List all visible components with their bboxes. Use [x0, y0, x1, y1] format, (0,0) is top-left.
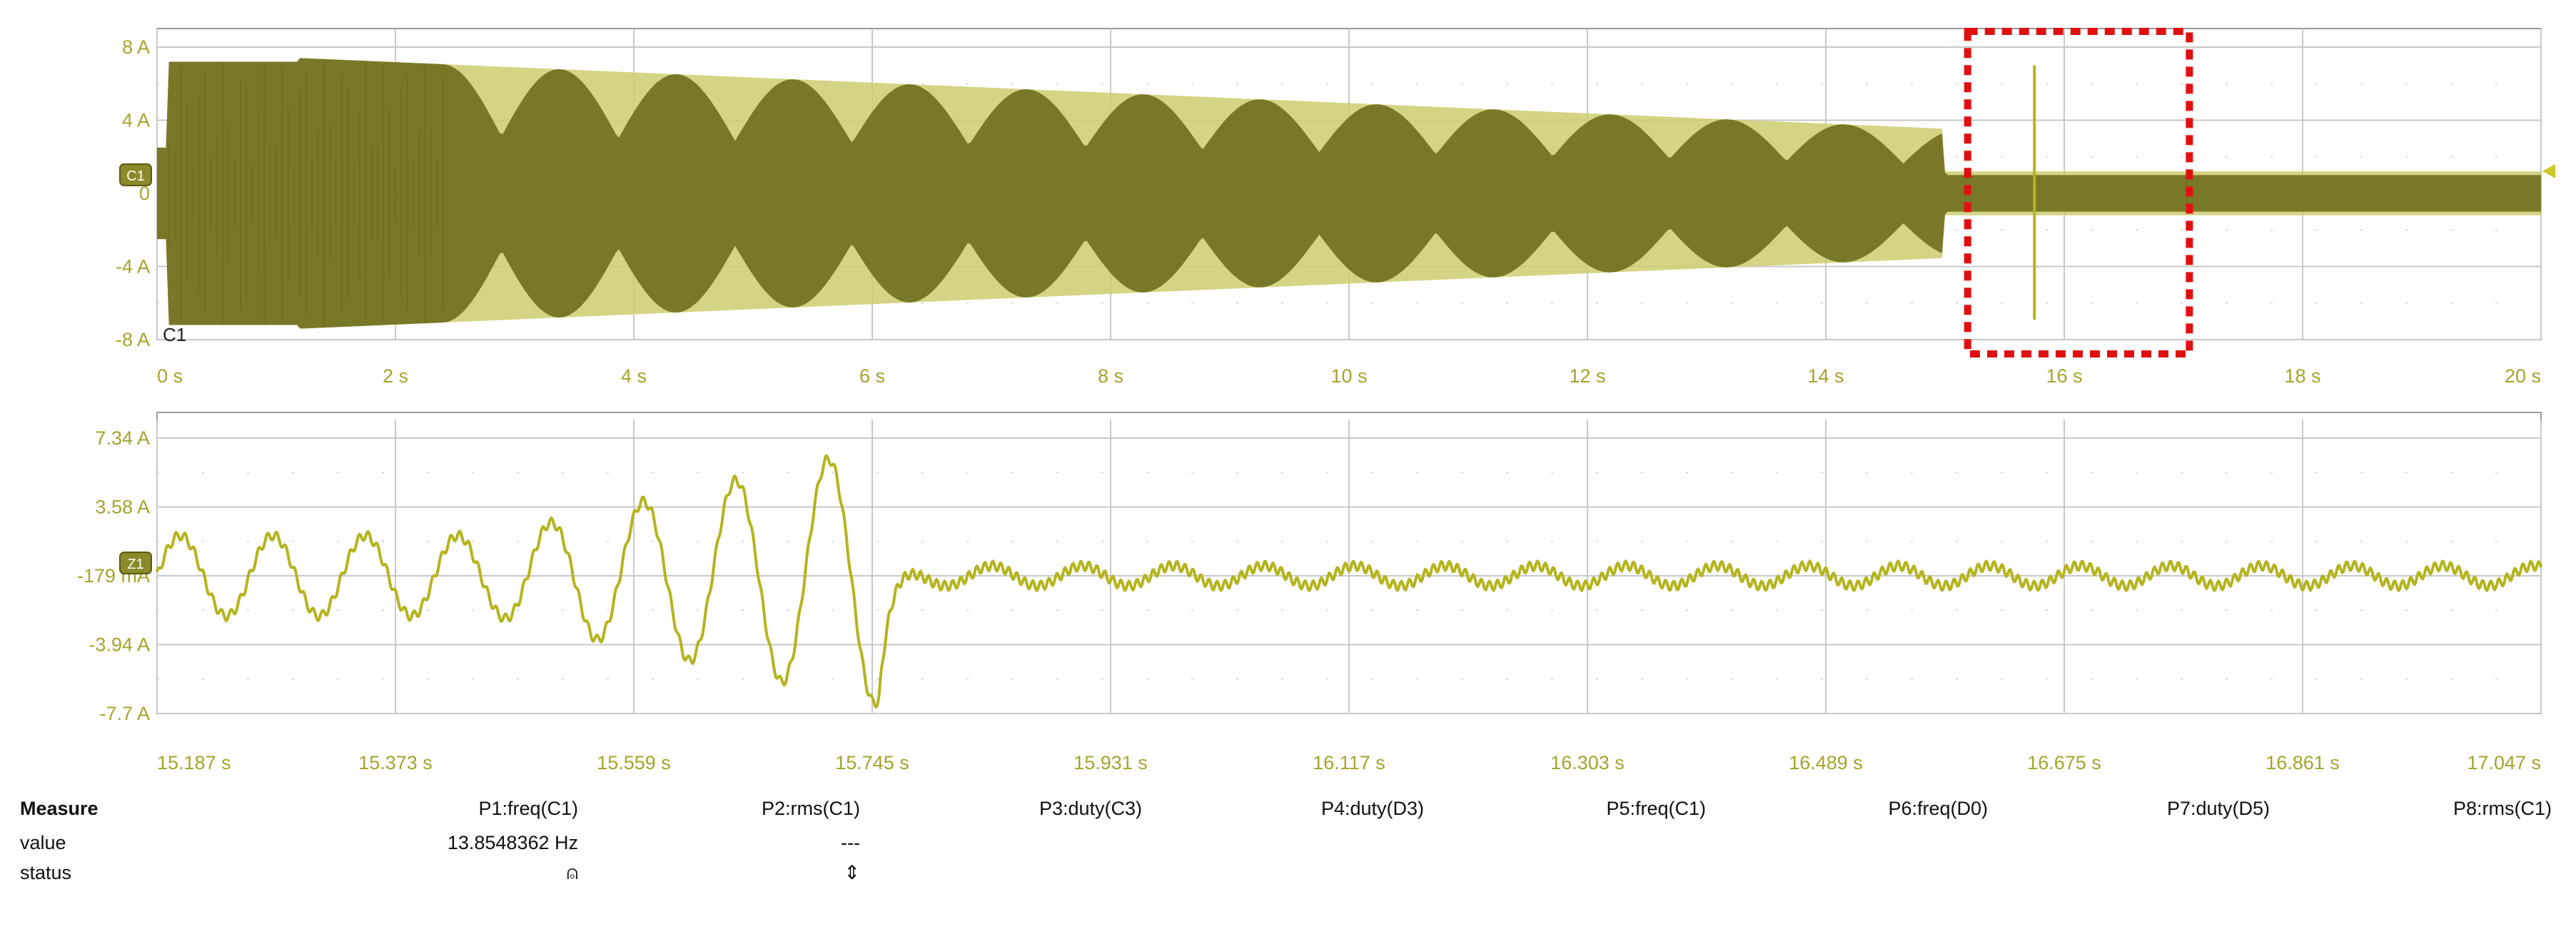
- bottom-x-tick-label: 17.047 s: [2467, 752, 2541, 773]
- top-channel-marker-text: C1: [126, 168, 145, 184]
- bottom-x-tick-label: 15.373 s: [358, 752, 433, 773]
- measure-param-1-name[interactable]: P1:freq(C1): [478, 798, 578, 819]
- measure-header-row: Measure P1:freq(C1) P2:rms(C1) P3:duty(C3)…: [0, 798, 2576, 826]
- top-y-tick-label: 4 A: [122, 110, 150, 131]
- bottom-channel-marker-text: Z1: [127, 557, 143, 572]
- measure-status-label: status: [20, 862, 72, 883]
- bottom-waveform-trace: [156, 454, 2542, 709]
- top-y-tick-label: 0: [139, 183, 150, 204]
- bottom-y-tick-label: 3.58 A: [95, 497, 150, 518]
- top-trace-beats: [157, 58, 2541, 329]
- zoom-region-box[interactable]: [1964, 28, 2193, 357]
- measure-table: Measure P1:freq(C1) P2:rms(C1) P3:duty(C3)…: [0, 798, 2576, 940]
- top-x-tick-label: 0 s: [157, 365, 183, 387]
- top-x-tick-label: 14 s: [1807, 365, 1844, 387]
- measure-param-1-value: 13.8548362 Hz: [447, 832, 578, 853]
- top-panel: 8 A 4 A 0 -4 A -8 A 0 s 2 s 4 s 6 s 8 s 10 s 12 s 1…: [116, 28, 2555, 387]
- bottom-trace-line: [156, 454, 2542, 709]
- bottom-y-axis: 7.34 A3.58 A-179 mA-3.94 A-7.7 A: [77, 427, 150, 724]
- top-x-tick-label: 4 s: [621, 365, 647, 387]
- bottom-y-tick-label: 7.34 A: [95, 427, 150, 449]
- bottom-x-tick-label: 15.745 s: [835, 752, 909, 773]
- top-x-tick-label: 6 s: [859, 365, 885, 387]
- top-waveform-trace: [157, 58, 2541, 329]
- top-y-tick-label: -4 A: [116, 256, 150, 278]
- bottom-x-tick-label: 16.675 s: [2027, 752, 2101, 773]
- measure-header-label: Measure: [20, 798, 99, 819]
- bottom-x-tick-label: 15.187 s: [157, 752, 231, 773]
- bottom-x-tick-label: 16.489 s: [1789, 752, 1863, 773]
- bottom-x-tick-label: 15.559 s: [597, 752, 671, 773]
- measure-param-1-status: ⍝: [566, 862, 578, 883]
- top-x-tick-label: 18 s: [2284, 365, 2320, 387]
- top-x-tick-label: 8 s: [1098, 365, 1123, 387]
- top-y-tick-label: 8 A: [122, 36, 150, 58]
- bottom-x-tick-label: 16.861 s: [2266, 752, 2340, 773]
- top-channel-label: C1: [163, 324, 186, 345]
- top-x-tick-label: 20 s: [2505, 365, 2541, 387]
- top-x-tick-label: 10 s: [1330, 365, 1367, 387]
- top-channel-marker[interactable]: C1: [119, 163, 152, 186]
- measure-param-5-name[interactable]: P5:freq(C1): [1606, 798, 1706, 819]
- bottom-panel: 7.34 A3.58 A-179 mA-3.94 A-7.7 A 15.187 …: [77, 412, 2542, 773]
- measure-param-2-status: ⇕: [844, 862, 860, 883]
- bottom-channel-marker[interactable]: Z1: [119, 552, 152, 574]
- bottom-x-tick-label: 16.117 s: [1313, 752, 1385, 773]
- top-x-tick-label: 2 s: [383, 365, 408, 387]
- bottom-x-axis: 15.187 s 15.373 s 15.559 s 15.745 s 15.931 s…: [157, 752, 2541, 773]
- top-x-axis: 0 s 2 s 4 s 6 s 8 s 10 s 12 s 14 s 16 s 18 s 20 s: [157, 365, 2541, 387]
- top-y-axis: 8 A 4 A 0 -4 A -8 A: [116, 36, 150, 350]
- bottom-y-tick-label: -7.7 A: [99, 703, 150, 724]
- bottom-x-tick-label: 16.303 s: [1550, 752, 1625, 773]
- bottom-y-tick-label: -3.94 A: [89, 634, 150, 656]
- measure-param-8-name[interactable]: P8:rms(C1): [2453, 798, 2552, 819]
- measure-param-4-name[interactable]: P4:duty(D3): [1320, 798, 1424, 819]
- top-x-tick-label: 12 s: [1569, 365, 1605, 387]
- measure-value-label: value: [20, 832, 66, 853]
- measure-status-row: status ⍝ ⇕: [0, 862, 2576, 890]
- measure-param-6-name[interactable]: P6:freq(D0): [1888, 798, 1988, 819]
- bottom-x-tick-label: 15.931 s: [1074, 752, 1148, 773]
- measure-param-2-value: ---: [841, 832, 860, 853]
- top-x-tick-label: 16 s: [2046, 365, 2082, 387]
- trigger-level-marker[interactable]: [2542, 164, 2555, 178]
- measure-param-7-name[interactable]: P7:duty(D5): [2166, 798, 2270, 819]
- top-y-tick-label: -8 A: [116, 329, 150, 350]
- measure-param-3-name[interactable]: P3:duty(C3): [1039, 798, 1142, 819]
- measure-value-row: value 13.8548362 Hz ---: [0, 832, 2576, 861]
- measure-param-2-name[interactable]: P2:rms(C1): [761, 798, 860, 819]
